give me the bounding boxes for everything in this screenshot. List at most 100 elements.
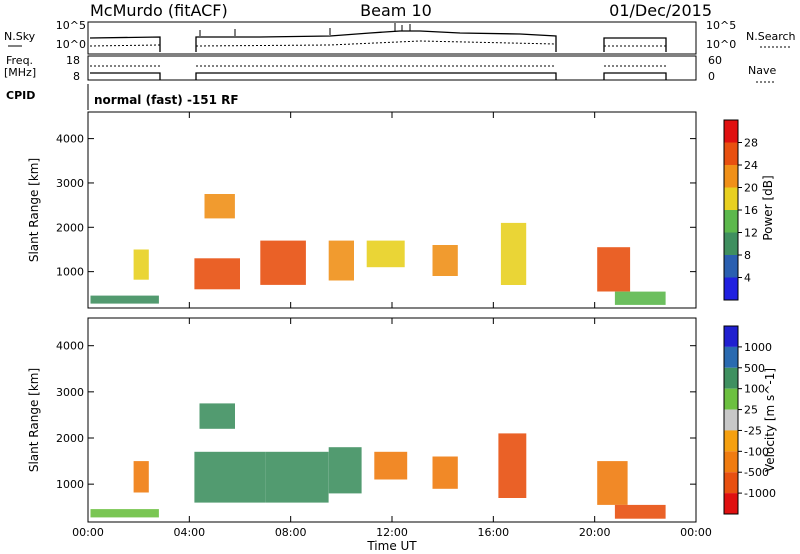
velocity-region-2 bbox=[194, 451, 266, 503]
colorbar-tick-label-2: 100 bbox=[744, 383, 765, 396]
colorbar-swatch-5 bbox=[724, 232, 738, 255]
station-title: McMurdo (fitACF) bbox=[90, 1, 228, 20]
power-region-5 bbox=[328, 240, 354, 281]
nsky-tick-bottom: 10^0 bbox=[56, 38, 86, 51]
y-tick-label-0: 1000 bbox=[56, 478, 84, 491]
y-tick-label-2: 3000 bbox=[56, 386, 84, 399]
power-region-3 bbox=[204, 194, 235, 219]
colorbar-tick-label-6: 28 bbox=[744, 137, 758, 150]
colorbar-tick-label-7: -1000 bbox=[744, 487, 776, 500]
cpid-text: normal (fast) -151 RF bbox=[94, 93, 239, 107]
colorbar-swatch-4 bbox=[724, 210, 738, 233]
colorbar-tick-label-6: -500 bbox=[744, 466, 769, 479]
power-heatmap bbox=[90, 194, 666, 305]
x-tick-label-5: 20:00 bbox=[579, 526, 611, 539]
colorbar-tick-label-0: 1000 bbox=[744, 341, 772, 354]
power-colorbar: 4 8 12 16 20 24 28 bbox=[723, 119, 758, 301]
colorbar-swatch-3 bbox=[724, 187, 738, 210]
nave-tick-top: 60 bbox=[708, 54, 722, 67]
velocity-region-5 bbox=[328, 447, 362, 494]
colorbar-swatch-5 bbox=[724, 430, 738, 452]
nsearch-tick-top: 10^5 bbox=[706, 19, 736, 32]
power-region-4 bbox=[260, 240, 306, 285]
power-y-axis: 1000 2000 3000 4000 bbox=[56, 133, 696, 279]
colorbar-tick-label-4: -25 bbox=[744, 424, 762, 437]
beam-title: Beam 10 bbox=[360, 1, 432, 20]
y-tick-label-3: 4000 bbox=[56, 340, 84, 353]
power-region-0 bbox=[90, 295, 159, 304]
colorbar-tick-label-1: 8 bbox=[744, 249, 751, 262]
x-tick-label-3: 12:00 bbox=[376, 526, 408, 539]
y-tick-label-3: 4000 bbox=[56, 133, 84, 146]
power-region-9 bbox=[597, 247, 631, 292]
y-tick-label-2: 3000 bbox=[56, 177, 84, 190]
colorbar-tick-label-4: 20 bbox=[744, 182, 758, 195]
nave-tick-bottom: 0 bbox=[708, 70, 715, 83]
colorbar-tick-label-2: 12 bbox=[744, 227, 758, 240]
time-x-axis: 00:00 04:00 08:00 12:00 16:00 20:00 00:00 bbox=[72, 112, 712, 539]
date-title: 01/Dec/2015 bbox=[609, 1, 712, 20]
velocity-colorbar: 1000 500 100 25 -25 -100 -500 -1000 bbox=[723, 325, 776, 515]
colorbar-swatch-0 bbox=[724, 326, 738, 347]
nsky-panel-frame bbox=[87, 21, 697, 55]
velocity-region-0 bbox=[90, 509, 159, 518]
velocity-region-7 bbox=[432, 456, 458, 489]
colorbar-swatch-7 bbox=[724, 277, 738, 300]
velocity-region-1 bbox=[133, 461, 149, 493]
x-tick-label-4: 16:00 bbox=[477, 526, 509, 539]
power-ylabel: Slant Range [km] bbox=[27, 158, 41, 262]
velocity-heatmap bbox=[90, 403, 666, 519]
power-region-6 bbox=[366, 240, 405, 268]
nsearch-label: N.Search bbox=[746, 30, 796, 43]
freq-tick-bottom: 8 bbox=[73, 70, 80, 83]
freq-trace bbox=[90, 65, 667, 80]
freq-unit: [MHz] bbox=[4, 66, 36, 79]
colorbar-swatch-6 bbox=[724, 451, 738, 473]
power-region-7 bbox=[432, 245, 458, 276]
colorbar-swatch-3 bbox=[724, 388, 738, 410]
x-tick-label-0: 00:00 bbox=[72, 526, 104, 539]
colorbar-tick-label-5: 24 bbox=[744, 159, 758, 172]
colorbar-swatch-7 bbox=[724, 472, 738, 494]
colorbar-swatch-8 bbox=[724, 493, 738, 514]
velocity-colorbar-label: Velocity [m s^-1] bbox=[763, 368, 777, 472]
y-tick-label-1: 2000 bbox=[56, 221, 84, 234]
velocity-region-8 bbox=[498, 433, 527, 498]
colorbar-swatch-2 bbox=[724, 165, 738, 188]
colorbar-tick-label-3: 16 bbox=[744, 204, 758, 217]
velocity-region-3 bbox=[199, 403, 235, 429]
nsky-label: N.Sky bbox=[4, 30, 36, 43]
nsky-tick-top: 10^5 bbox=[56, 19, 86, 32]
colorbar-frame bbox=[723, 325, 739, 515]
power-region-2 bbox=[194, 258, 240, 290]
x-tick-label-6: 00:00 bbox=[680, 526, 712, 539]
x-tick-label-2: 08:00 bbox=[275, 526, 307, 539]
colorbar-swatch-6 bbox=[724, 255, 738, 278]
velocity-region-4 bbox=[265, 451, 329, 503]
colorbar-tick-label-3: 25 bbox=[744, 404, 758, 417]
power-region-1 bbox=[133, 249, 149, 280]
colorbar-tick-label-5: -100 bbox=[744, 445, 769, 458]
y-tick-label-1: 2000 bbox=[56, 432, 84, 445]
velocity-y-axis: 1000 2000 3000 4000 bbox=[56, 340, 696, 491]
power-region-8 bbox=[500, 222, 527, 285]
freq-label: Freq. bbox=[6, 54, 33, 67]
power-region-10 bbox=[614, 291, 666, 305]
velocity-ylabel: Slant Range [km] bbox=[27, 368, 41, 472]
nsky-trace bbox=[89, 23, 667, 52]
x-tick-label-1: 04:00 bbox=[173, 526, 205, 539]
nave-label: Nave bbox=[748, 64, 776, 77]
cpid-label: CPID bbox=[6, 89, 35, 102]
power-colorbar-label: Power [dB] bbox=[761, 175, 775, 240]
x-axis-label: Time UT bbox=[366, 539, 417, 553]
velocity-region-10 bbox=[614, 504, 666, 519]
freq-tick-top: 18 bbox=[66, 54, 80, 67]
colorbar-swatch-0 bbox=[724, 120, 738, 143]
colorbar-tick-label-0: 4 bbox=[744, 272, 751, 285]
colorbar-swatch-1 bbox=[724, 346, 738, 368]
colorbar-tick-label-1: 500 bbox=[744, 362, 765, 375]
colorbar-swatch-1 bbox=[724, 142, 738, 165]
y-tick-label-0: 1000 bbox=[56, 266, 84, 279]
colorbar-swatch-4 bbox=[724, 409, 738, 431]
